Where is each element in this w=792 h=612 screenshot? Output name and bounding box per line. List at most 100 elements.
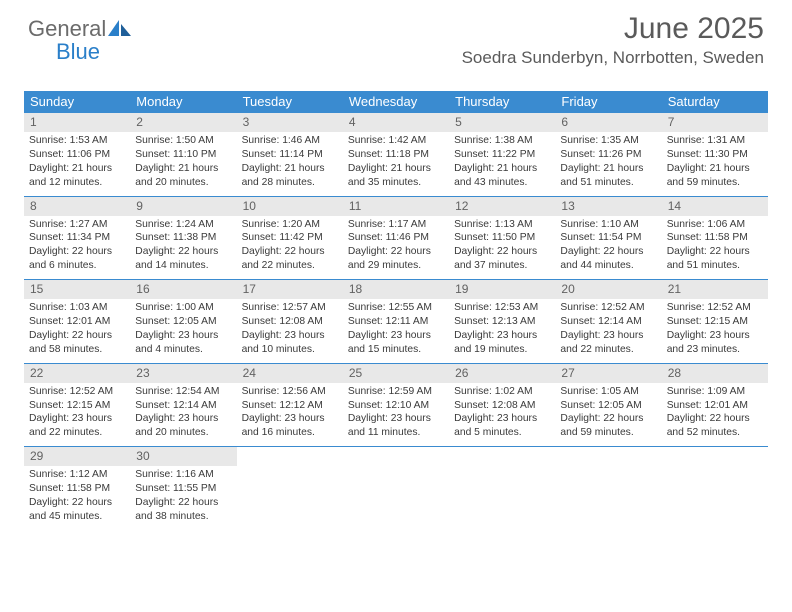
daylight-line: Daylight: 22 hours and 29 minutes. xyxy=(348,245,444,273)
day-number: 15 xyxy=(24,280,130,299)
day-number: 24 xyxy=(237,364,343,383)
day-number: 13 xyxy=(555,197,661,216)
day-info: Sunrise: 1:13 AMSunset: 11:50 PMDaylight… xyxy=(449,218,555,274)
daylight-line: Daylight: 22 hours and 51 minutes. xyxy=(667,245,763,273)
sunrise-line: Sunrise: 1:05 AM xyxy=(560,385,656,399)
sunrise-line: Sunrise: 12:59 AM xyxy=(348,385,444,399)
title-block: June 2025 Soedra Sunderbyn, Norrbotten, … xyxy=(28,12,764,68)
day-info: Sunrise: 1:05 AMSunset: 12:05 AMDaylight… xyxy=(555,385,661,441)
sunrise-line: Sunrise: 1:53 AM xyxy=(29,134,125,148)
sunset-line: Sunset: 11:54 PM xyxy=(560,231,656,245)
sunrise-line: Sunrise: 12:53 AM xyxy=(454,301,550,315)
day-info: Sunrise: 1:31 AMSunset: 11:30 PMDaylight… xyxy=(662,134,768,190)
day-number: 11 xyxy=(343,197,449,216)
daylight-line: Daylight: 23 hours and 11 minutes. xyxy=(348,412,444,440)
day-cell: 19Sunrise: 12:53 AMSunset: 12:13 AMDayli… xyxy=(449,280,555,363)
day-info: Sunrise: 12:54 AMSunset: 12:14 AMDayligh… xyxy=(130,385,236,441)
day-number: 14 xyxy=(662,197,768,216)
week-row: 8Sunrise: 1:27 AMSunset: 11:34 PMDayligh… xyxy=(24,197,768,281)
daylight-line: Daylight: 21 hours and 35 minutes. xyxy=(348,162,444,190)
day-info: Sunrise: 1:24 AMSunset: 11:38 PMDaylight… xyxy=(130,218,236,274)
empty-cell xyxy=(662,447,768,530)
sunset-line: Sunset: 12:14 AM xyxy=(135,399,231,413)
sunset-line: Sunset: 12:08 AM xyxy=(454,399,550,413)
sunrise-line: Sunrise: 1:42 AM xyxy=(348,134,444,148)
sunrise-line: Sunrise: 1:03 AM xyxy=(29,301,125,315)
logo: General Blue xyxy=(28,18,132,64)
day-number: 23 xyxy=(130,364,236,383)
day-cell: 8Sunrise: 1:27 AMSunset: 11:34 PMDayligh… xyxy=(24,197,130,280)
sunset-line: Sunset: 11:14 PM xyxy=(242,148,338,162)
daylight-line: Daylight: 22 hours and 37 minutes. xyxy=(454,245,550,273)
daylight-line: Daylight: 23 hours and 16 minutes. xyxy=(242,412,338,440)
sunset-line: Sunset: 11:22 PM xyxy=(454,148,550,162)
day-number: 5 xyxy=(449,113,555,132)
sunset-line: Sunset: 12:15 AM xyxy=(667,315,763,329)
day-cell: 2 Sunrise: 1:50 AMSunset: 11:10 PMDayligh… xyxy=(130,113,236,196)
daylight-line: Daylight: 21 hours and 59 minutes. xyxy=(667,162,763,190)
day-cell: 10Sunrise: 1:20 AMSunset: 11:42 PMDaylig… xyxy=(237,197,343,280)
day-info: Sunrise: 1:09 AMSunset: 12:01 AMDaylight… xyxy=(662,385,768,441)
day-info: Sunrise: 1:50 AMSunset: 11:10 PMDaylight… xyxy=(130,134,236,190)
sunset-line: Sunset: 12:13 AM xyxy=(454,315,550,329)
day-number: 16 xyxy=(130,280,236,299)
day-cell: 13Sunrise: 1:10 AMSunset: 11:54 PMDaylig… xyxy=(555,197,661,280)
day-info: Sunrise: 1:38 AMSunset: 11:22 PMDaylight… xyxy=(449,134,555,190)
daylight-line: Daylight: 23 hours and 10 minutes. xyxy=(242,329,338,357)
day-info: Sunrise: 1:46 AMSunset: 11:14 PMDaylight… xyxy=(237,134,343,190)
week-row: 1Sunrise: 1:53 AMSunset: 11:06 PMDayligh… xyxy=(24,113,768,197)
sunrise-line: Sunrise: 1:09 AM xyxy=(667,385,763,399)
day-info: Sunrise: 1:02 AMSunset: 12:08 AMDaylight… xyxy=(449,385,555,441)
empty-cell xyxy=(237,447,343,530)
day-number: 9 xyxy=(130,197,236,216)
logo-sail-icon xyxy=(108,20,132,41)
day-info: Sunrise: 12:59 AMSunset: 12:10 AMDayligh… xyxy=(343,385,449,441)
sunrise-line: Sunrise: 1:31 AM xyxy=(667,134,763,148)
empty-cell xyxy=(449,447,555,530)
day-info: Sunrise: 12:53 AMSunset: 12:13 AMDayligh… xyxy=(449,301,555,357)
sunset-line: Sunset: 11:42 PM xyxy=(242,231,338,245)
day-number: 27 xyxy=(555,364,661,383)
day-cell: 1Sunrise: 1:53 AMSunset: 11:06 PMDayligh… xyxy=(24,113,130,196)
day-number: 26 xyxy=(449,364,555,383)
day-info: Sunrise: 12:52 AMSunset: 12:14 AMDayligh… xyxy=(555,301,661,357)
day-number: 6 xyxy=(555,113,661,132)
day-info: Sunrise: 1:12 AMSunset: 11:58 PMDaylight… xyxy=(24,468,130,524)
page-title: June 2025 xyxy=(28,12,764,46)
sunrise-line: Sunrise: 1:27 AM xyxy=(29,218,125,232)
day-number: 7 xyxy=(662,113,768,132)
day-number: 30 xyxy=(130,447,236,466)
day-cell: 27 Sunrise: 1:05 AMSunset: 12:05 AMDaylig… xyxy=(555,364,661,447)
day-number: 17 xyxy=(237,280,343,299)
day-cell: 18Sunrise: 12:55 AMSunset: 12:11 AMDayli… xyxy=(343,280,449,363)
sunset-line: Sunset: 11:10 PM xyxy=(135,148,231,162)
day-number: 3 xyxy=(237,113,343,132)
day-cell: 12Sunrise: 1:13 AMSunset: 11:50 PMDaylig… xyxy=(449,197,555,280)
daylight-line: Daylight: 22 hours and 52 minutes. xyxy=(667,412,763,440)
daylight-line: Daylight: 23 hours and 20 minutes. xyxy=(135,412,231,440)
day-info: Sunrise: 1:27 AMSunset: 11:34 PMDaylight… xyxy=(24,218,130,274)
day-number: 2 xyxy=(130,113,236,132)
week-row: 15Sunrise: 1:03 AMSunset: 12:01 AMDaylig… xyxy=(24,280,768,364)
daylight-line: Daylight: 22 hours and 59 minutes. xyxy=(560,412,656,440)
logo-text-general: General xyxy=(28,16,106,41)
day-number: 28 xyxy=(662,364,768,383)
day-number: 29 xyxy=(24,447,130,466)
sunrise-line: Sunrise: 1:00 AM xyxy=(135,301,231,315)
sunset-line: Sunset: 12:14 AM xyxy=(560,315,656,329)
logo-text-blue: Blue xyxy=(56,39,100,64)
day-cell: 14 Sunrise: 1:06 AMSunset: 11:58 PMDaylig… xyxy=(662,197,768,280)
sunset-line: Sunset: 12:08 AM xyxy=(242,315,338,329)
sunrise-line: Sunrise: 1:38 AM xyxy=(454,134,550,148)
dow-monday: Monday xyxy=(130,91,236,113)
day-info: Sunrise: 1:06 AMSunset: 11:58 PMDaylight… xyxy=(662,218,768,274)
sunrise-line: Sunrise: 12:52 AM xyxy=(29,385,125,399)
daylight-line: Daylight: 21 hours and 20 minutes. xyxy=(135,162,231,190)
day-number: 22 xyxy=(24,364,130,383)
day-cell: 11Sunrise: 1:17 AMSunset: 11:46 PMDaylig… xyxy=(343,197,449,280)
daylight-line: Daylight: 21 hours and 43 minutes. xyxy=(454,162,550,190)
sunset-line: Sunset: 11:58 PM xyxy=(29,482,125,496)
sunrise-line: Sunrise: 12:54 AM xyxy=(135,385,231,399)
sunrise-line: Sunrise: 1:24 AM xyxy=(135,218,231,232)
day-info: Sunrise: 1:00 AMSunset: 12:05 AMDaylight… xyxy=(130,301,236,357)
